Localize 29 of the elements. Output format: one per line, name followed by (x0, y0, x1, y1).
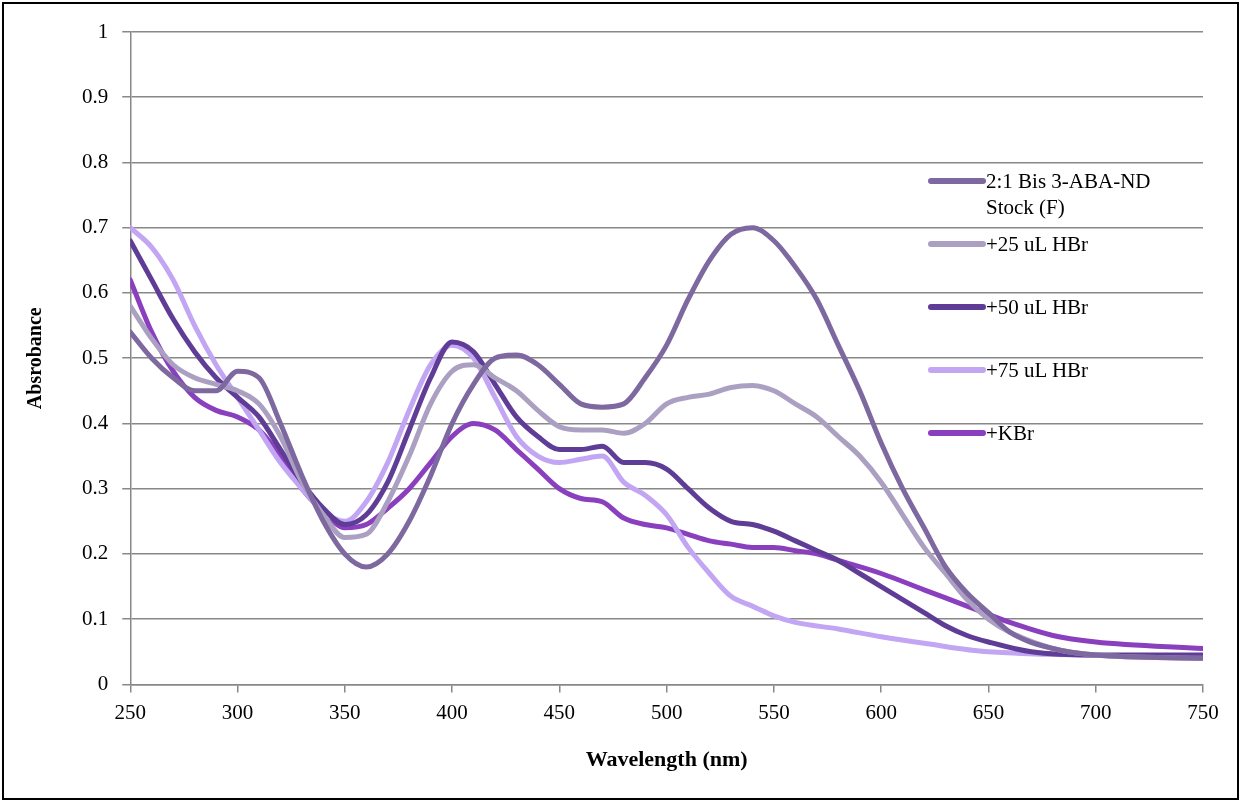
y-tick-label: 0.1 (82, 605, 109, 630)
y-tick-label: 0.5 (82, 344, 109, 369)
y-tick-label: 1 (97, 18, 109, 43)
legend-label: +25 uL HBr (986, 231, 1089, 257)
x-tick-label: 350 (329, 699, 361, 724)
y-axis-title: Absrobance (23, 307, 46, 410)
x-tick-label: 250 (114, 699, 146, 724)
x-tick-label: 300 (221, 699, 254, 724)
y-tick-label: 0 (97, 670, 109, 695)
x-tick-label: 750 (1187, 699, 1219, 724)
x-tick-label: 400 (436, 699, 468, 724)
legend-label: 2:1 Bis 3-ABA-ND Stock (F) (986, 168, 1152, 220)
x-tick-label: 650 (972, 699, 1005, 724)
y-tick-label: 0.4 (82, 409, 109, 434)
x-tick-label: 600 (865, 699, 897, 724)
x-axis-title: Wavelength (nm) (585, 746, 748, 772)
legend-label: +75 uL HBr (986, 357, 1089, 383)
y-tick-label: 0.6 (82, 279, 109, 304)
y-tick-label: 0.9 (82, 83, 109, 108)
y-tick-label: 0.8 (82, 149, 109, 173)
x-tick-label: 500 (650, 699, 683, 724)
y-tick-label: 0.3 (82, 475, 109, 500)
x-tick-label: 700 (1079, 699, 1112, 724)
y-tick-label: 0.7 (82, 214, 109, 239)
legend-label: +50 uL HBr (986, 294, 1089, 320)
y-tick-label: 0.2 (82, 540, 109, 565)
legend-label: +KBr (986, 420, 1035, 446)
x-tick-label: 450 (543, 699, 576, 724)
x-tick-label: 550 (758, 699, 790, 724)
